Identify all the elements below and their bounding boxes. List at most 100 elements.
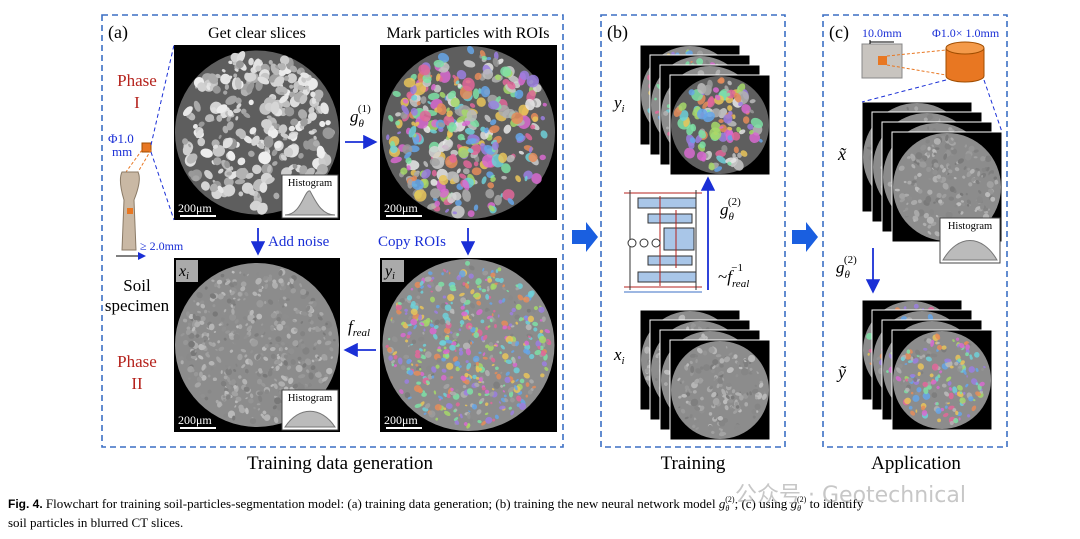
particle [487, 308, 490, 312]
particle [508, 406, 512, 410]
particle [234, 405, 237, 408]
particle [644, 368, 650, 374]
histogram-curve [284, 410, 336, 428]
particle [322, 376, 328, 382]
image-tag-label: yi [383, 263, 395, 282]
particle [428, 92, 440, 101]
particle [481, 420, 487, 426]
particle [308, 312, 313, 318]
particle [225, 364, 229, 368]
particle [526, 333, 533, 338]
particle [417, 387, 423, 394]
particle [252, 164, 262, 175]
particle [299, 94, 308, 105]
particle [280, 375, 288, 381]
particle [532, 116, 539, 123]
particle [278, 347, 281, 352]
particle [467, 423, 471, 426]
particle [304, 284, 308, 291]
particle [229, 349, 234, 353]
particle [414, 353, 421, 359]
particle [323, 336, 326, 340]
particle [732, 153, 736, 159]
particle [465, 138, 477, 145]
particle [429, 323, 434, 328]
particle [484, 370, 490, 377]
particle [468, 273, 474, 279]
particle [310, 91, 316, 98]
particle [243, 297, 246, 301]
particle [531, 309, 536, 313]
particle [289, 65, 298, 73]
particle [206, 85, 211, 91]
particle [458, 328, 462, 332]
particle [490, 283, 495, 290]
particle [403, 77, 416, 88]
particle [191, 326, 196, 332]
particle [315, 328, 322, 333]
particle [500, 66, 512, 77]
particle [430, 188, 441, 199]
particle [517, 355, 521, 360]
particle [484, 389, 490, 394]
particle [221, 326, 227, 332]
particle [519, 70, 530, 81]
particle [723, 114, 733, 124]
particle [447, 293, 455, 302]
particle [193, 300, 196, 303]
particle [391, 360, 395, 364]
particle [182, 106, 193, 117]
core-icon [878, 56, 887, 65]
core-cylinder [945, 41, 985, 55]
particle [292, 383, 299, 389]
particle [439, 188, 449, 198]
particle [197, 82, 207, 92]
particle [419, 367, 422, 371]
particle [313, 89, 324, 100]
particle [270, 326, 275, 331]
particle [482, 154, 495, 168]
particle [445, 353, 449, 358]
particle [284, 303, 288, 307]
particle [443, 346, 447, 350]
particle [541, 316, 546, 323]
particle [407, 344, 410, 348]
particle [507, 341, 512, 344]
particle [469, 103, 476, 108]
particle [501, 163, 511, 174]
particle [437, 335, 441, 339]
particle [462, 282, 466, 286]
particle [185, 353, 194, 361]
particle [258, 369, 263, 374]
particle [434, 404, 442, 411]
particle [392, 351, 398, 356]
particle [258, 395, 263, 402]
particle [525, 98, 535, 111]
particle [515, 321, 519, 325]
particle [494, 414, 499, 420]
particle [475, 376, 480, 380]
particle [486, 286, 490, 289]
particle [538, 335, 547, 344]
particle [413, 171, 420, 178]
particle [197, 137, 206, 147]
particle [237, 157, 246, 166]
particle [476, 97, 486, 107]
particle [523, 348, 529, 354]
particle [193, 123, 198, 129]
particle [405, 157, 412, 165]
particle [542, 342, 546, 348]
particle [306, 369, 310, 373]
particle [406, 358, 412, 365]
particle [248, 57, 254, 66]
particle [249, 418, 257, 425]
particle [533, 327, 538, 332]
particle [515, 378, 519, 382]
particle [226, 171, 232, 176]
particle [459, 413, 463, 419]
particle [271, 149, 278, 157]
particle [455, 80, 460, 85]
particle [217, 185, 224, 194]
particle [193, 100, 201, 112]
particle [207, 389, 212, 394]
